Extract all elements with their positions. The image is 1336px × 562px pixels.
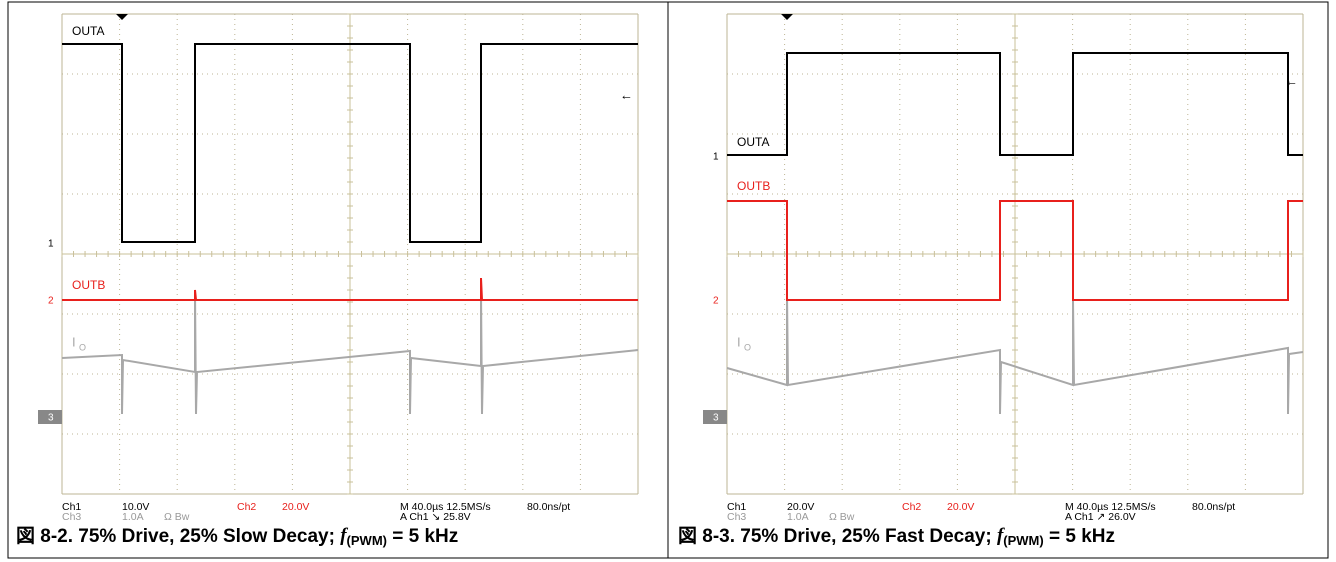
trace-label: OUTA (72, 24, 104, 38)
readout: 1.0A (122, 511, 144, 523)
readout: 80.0ns/pt (1192, 501, 1235, 513)
trigger-marker (116, 14, 128, 20)
trace-label: I (737, 334, 741, 349)
trace-label: OUTB (737, 179, 770, 193)
readout: Ω Bw (164, 511, 190, 523)
trace-label: OUTB (72, 278, 105, 292)
channel-marker: 3 (713, 413, 719, 424)
readout: 20.0V (282, 501, 309, 513)
readout: 20.0V (947, 501, 974, 513)
channel-marker: 1 (48, 239, 54, 250)
channel-marker: 3 (48, 413, 54, 424)
readout: Ch2 (237, 501, 256, 513)
channel-marker: 1 (713, 152, 719, 163)
trace-label: I (72, 334, 76, 349)
readout: 1.0A (787, 511, 809, 523)
readout: Ch3 (727, 511, 746, 523)
trigger-marker (781, 14, 793, 20)
page: OUTAOUTBIO123←Ch110.0VCh31.0AΩ BwCh220.0… (0, 0, 1336, 562)
trace-label-sub: O (744, 342, 751, 352)
channel-marker: 2 (713, 296, 719, 307)
readout: A Ch1 ↗ 26.0V (1065, 511, 1136, 523)
trace-label-sub: O (79, 342, 86, 352)
channel-marker: 2 (48, 296, 54, 307)
level-arrow: ← (620, 87, 633, 102)
readout: Ch2 (902, 501, 921, 513)
readout: 80.0ns/pt (527, 501, 570, 513)
caption: 図 8-2. 75% Drive, 25% Slow Decay; f(PWM)… (16, 525, 458, 548)
readout: A Ch1 ↘ 25.8V (400, 511, 471, 523)
caption-part: 図 8-2. 75% Drive, 25% Slow Decay; (16, 525, 340, 547)
figure-table: OUTAOUTBIO123←Ch110.0VCh31.0AΩ BwCh220.0… (0, 0, 1336, 562)
caption-part: (PWM) (1003, 533, 1043, 548)
caption-part: 図 8-3. 75% Drive, 25% Fast Decay; (678, 525, 997, 547)
caption-part: (PWM) (347, 533, 387, 548)
readout: Ch3 (62, 511, 81, 523)
caption-part: = 5 kHz (1044, 526, 1115, 547)
readout: Ω Bw (829, 511, 855, 523)
trace-label: OUTA (737, 135, 769, 149)
caption-part: = 5 kHz (387, 526, 458, 547)
level-arrow: ← (1285, 73, 1298, 88)
caption: 図 8-3. 75% Drive, 25% Fast Decay; f(PWM)… (678, 525, 1115, 548)
